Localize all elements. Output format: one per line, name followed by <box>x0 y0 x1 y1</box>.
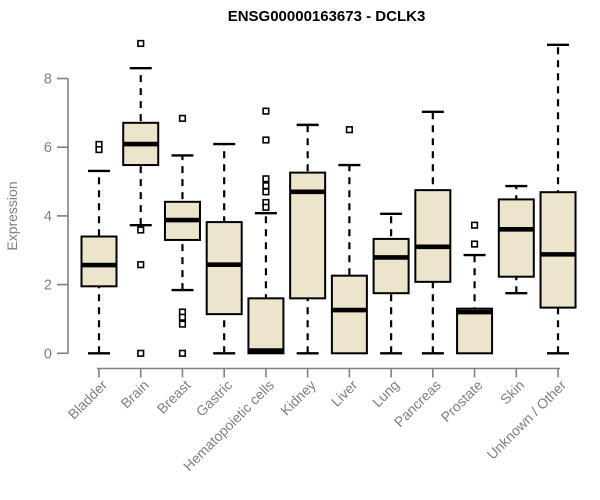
y-tick-label: 6 <box>44 140 52 156</box>
box-rect <box>205 221 243 316</box>
outlier-point <box>178 313 187 321</box>
outlier-point <box>470 240 479 248</box>
box-rect <box>372 237 410 295</box>
box-rect <box>330 274 368 355</box>
outlier-point <box>137 349 145 357</box>
y-tick-label: 8 <box>44 72 52 88</box>
outlier-point <box>262 136 270 144</box>
x-category-label: Unknown / Other <box>484 377 570 463</box>
outlier-point <box>178 349 187 357</box>
x-category-label: Brain <box>117 377 151 411</box>
y-tick-label: 4 <box>44 209 52 225</box>
outlier-point <box>178 320 187 328</box>
outlier-point <box>137 39 145 48</box>
x-category-label: Kidney <box>277 377 319 419</box>
x-category-label: Bladder <box>65 377 111 423</box>
box-rect <box>539 191 577 309</box>
outlier-point <box>137 261 145 269</box>
outlier-point <box>470 221 479 229</box>
outlier-point <box>137 226 145 234</box>
outlier-point <box>262 107 270 115</box>
outlier-point <box>262 203 270 211</box>
box-rect <box>80 235 118 288</box>
box-rect <box>247 297 285 355</box>
outlier-point <box>178 114 187 122</box>
x-category-label: Breast <box>154 377 194 417</box>
box-rect <box>456 307 494 355</box>
x-category-label: Skin <box>497 377 528 408</box>
outlier-point <box>262 188 270 196</box>
x-category-label: Liver <box>328 377 361 410</box>
outlier-point <box>262 182 270 190</box>
y-tick-label: 2 <box>44 278 52 294</box>
outlier-point <box>262 175 270 183</box>
x-category-label: Lung <box>369 377 402 410</box>
outlier-point <box>95 146 103 154</box>
x-category-label: Prostate <box>438 377 486 425</box>
box-rect <box>414 189 452 283</box>
chart-title: ENSG00000163673 - DCLK3 <box>227 8 426 25</box>
box-rect <box>497 198 535 278</box>
outlier-point <box>345 126 353 134</box>
y-tick-label: 0 <box>44 346 52 362</box>
